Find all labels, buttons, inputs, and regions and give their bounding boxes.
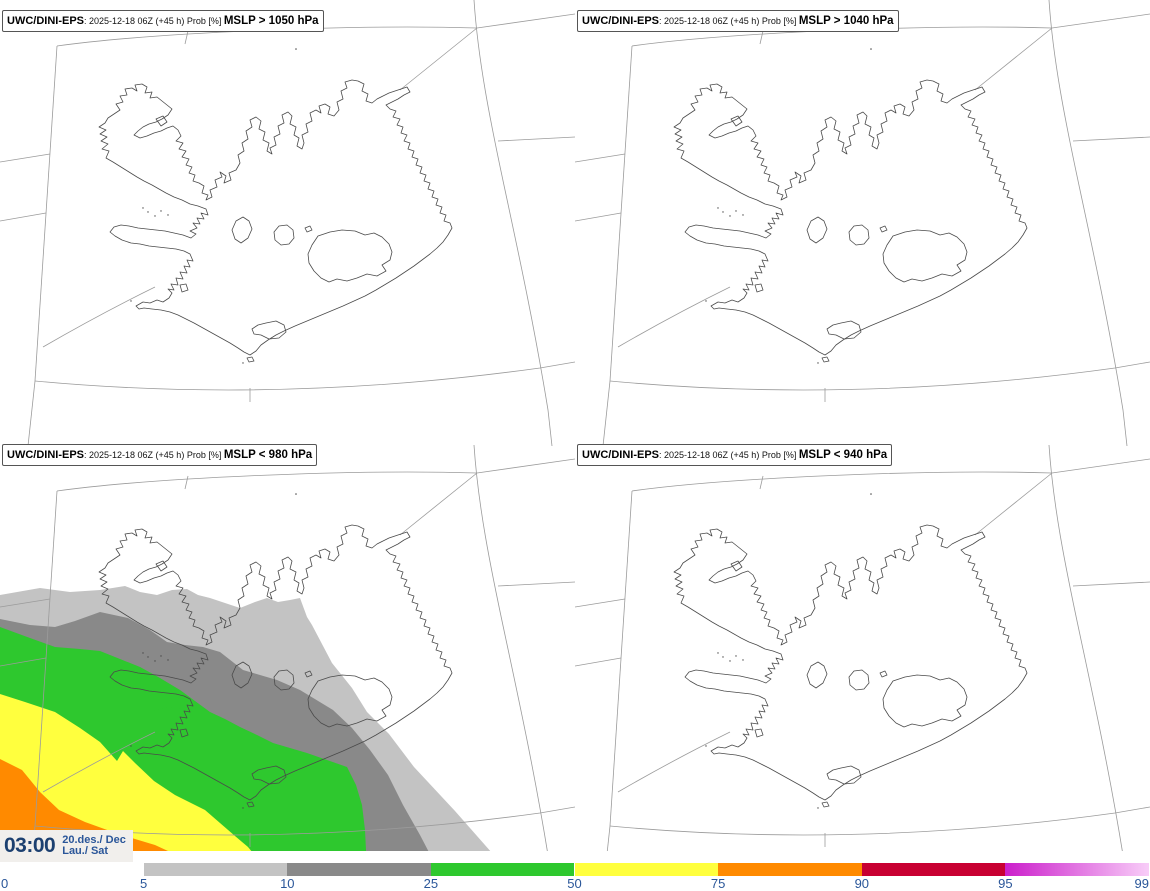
- colorbar-tick-75: 75: [710, 876, 726, 891]
- panel-title-4: UWC/DINI-EPS: 2025-12-18 06Z (+45 h) Pro…: [577, 444, 893, 466]
- panel-title-threshold: MSLP > 1050 hPa: [223, 15, 319, 27]
- panel-mslp-lt-940: [575, 445, 1150, 891]
- panel-title-details: : 2025-12-18 06Z (+45 h) Prob [%]: [84, 450, 224, 460]
- colorbar-tick-50: 50: [567, 876, 582, 891]
- colorbar-tick-0: 0: [1, 876, 9, 891]
- colorbar-tick-10: 10: [280, 876, 295, 891]
- panel-title-details: : 2025-12-18 06Z (+45 h) Prob [%]: [659, 16, 799, 26]
- panel-title-3: UWC/DINI-EPS: 2025-12-18 06Z (+45 h) Pro…: [2, 444, 318, 466]
- iceland-map-4: [575, 445, 1150, 891]
- panel-title-details: : 2025-12-18 06Z (+45 h) Prob [%]: [84, 16, 224, 26]
- panel-mslp-gt-1040: [575, 0, 1150, 446]
- panel-title-product: UWC/DINI-EPS: [582, 449, 659, 461]
- colorbar-tick-99: 99: [1134, 876, 1149, 891]
- colorbar-segment-25-50: [430, 863, 575, 876]
- iceland-map-1: [0, 0, 575, 446]
- colorbar-segment-95-99: [1005, 863, 1149, 876]
- valid-day-line: Lau./ Sat: [62, 845, 109, 857]
- probability-colorbar-legend: 0 5 10 25 50 75 90 95 99: [0, 851, 1150, 891]
- panel-title-2: UWC/DINI-EPS: 2025-12-18 06Z (+45 h) Pro…: [577, 10, 899, 32]
- colorbar-tick-5: 5: [139, 876, 148, 891]
- panel-mslp-gt-1050: [0, 0, 575, 446]
- valid-date: 20.des./ Dec Lau./ Sat: [62, 833, 126, 858]
- prob-band-25-50-reykjanes-patch: [152, 707, 195, 733]
- valid-date-line: 20.des./ Dec: [62, 833, 126, 846]
- probability-bands: [0, 586, 500, 891]
- valid-time: 03:00: [4, 834, 56, 857]
- panel-title-product: UWC/DINI-EPS: [7, 15, 84, 27]
- colorbar-segment-90-95: [861, 863, 1006, 876]
- panel-title-threshold: MSLP < 980 hPa: [223, 449, 313, 461]
- panel-title-details: : 2025-12-18 06Z (+45 h) Prob [%]: [659, 450, 799, 460]
- colorbar: [0, 863, 1150, 876]
- panel-title-1: UWC/DINI-EPS: 2025-12-18 06Z (+45 h) Pro…: [2, 10, 324, 32]
- panel-mslp-lt-980: [0, 445, 575, 891]
- colorbar-tick-95: 95: [998, 876, 1013, 891]
- colorbar-tick-labels: 0 5 10 25 50 75 90 95 99: [0, 876, 1150, 891]
- iceland-map-2: [575, 0, 1150, 446]
- colorbar-tick-25: 25: [423, 876, 439, 891]
- colorbar-segment-50-75: [574, 863, 719, 876]
- panel-title-threshold: MSLP > 1040 hPa: [798, 15, 894, 27]
- valid-time-box: 03:00 20.des./ Dec Lau./ Sat: [0, 830, 133, 862]
- panel-title-product: UWC/DINI-EPS: [582, 15, 659, 27]
- panel-title-product: UWC/DINI-EPS: [7, 449, 84, 461]
- colorbar-segment-5-10: [143, 863, 288, 876]
- iceland-map-3: [0, 445, 575, 891]
- panel-title-threshold: MSLP < 940 hPa: [798, 449, 888, 461]
- colorbar-segment-75-90: [718, 863, 862, 876]
- colorbar-tick-90: 90: [854, 876, 870, 891]
- colorbar-segment-10-25: [287, 863, 431, 876]
